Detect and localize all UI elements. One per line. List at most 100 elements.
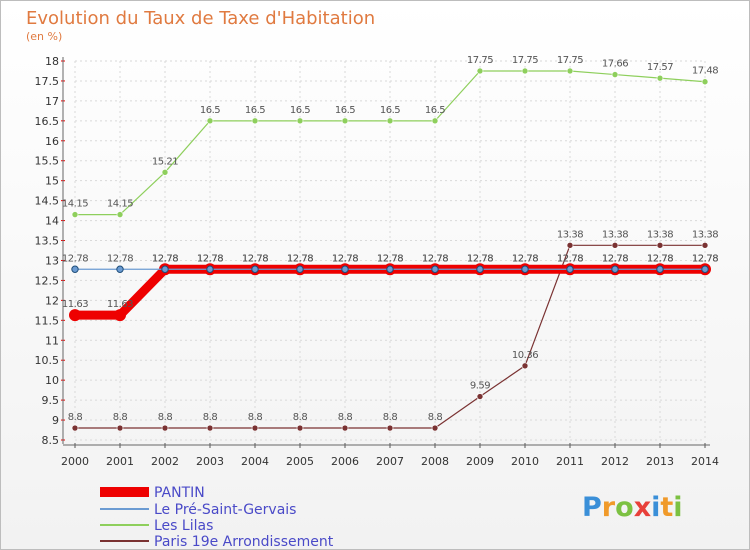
y-tick-label: 9.5 (42, 394, 60, 407)
data-label: 12.78 (62, 253, 88, 264)
data-point (296, 424, 304, 432)
data-label: 12.78 (287, 253, 313, 264)
data-label: 12.78 (242, 253, 268, 264)
y-tick-label: 17 (45, 95, 59, 108)
data-point (116, 424, 124, 432)
data-label: 12.78 (557, 253, 583, 264)
brand-letter: i (651, 492, 660, 523)
y-tick-label: 10.5 (35, 354, 60, 367)
data-point (116, 211, 124, 218)
x-tick-label: 2003 (196, 455, 224, 468)
data-label: 12.78 (332, 253, 358, 264)
data-labels: 14.15 14.15 15.21 16.5 16.5 16.5 16.5 16.5 16.5 1… (62, 55, 719, 423)
y-tick-label: 12 (45, 294, 59, 307)
data-point (701, 78, 709, 86)
y-tick-label: 11.5 (35, 314, 60, 327)
data-label: 8.8 (338, 412, 353, 423)
data-point (71, 211, 79, 218)
data-label: 12.78 (422, 253, 448, 264)
y-tick-label: 9 (52, 414, 59, 427)
x-tick-label: 2002 (151, 455, 179, 468)
data-point (611, 71, 619, 78)
x-tick-label: 2014 (691, 455, 719, 468)
data-point (206, 424, 214, 432)
y-tick-label: 10 (45, 374, 59, 387)
data-label: 8.8 (113, 412, 128, 423)
data-label: 8.8 (383, 412, 398, 423)
data-point (476, 393, 484, 400)
data-label: 16.5 (200, 105, 220, 116)
data-point (476, 67, 484, 75)
data-point (71, 265, 79, 273)
data-point (161, 169, 169, 176)
x-tick-label: 2011 (556, 455, 584, 468)
data-label: 16.5 (290, 105, 310, 116)
data-point (71, 424, 79, 432)
data-point (431, 265, 439, 273)
data-point (701, 265, 709, 273)
chart-title: Evolution du Taux de Taxe d'Habitation (26, 8, 375, 29)
brand-letter: o (615, 492, 634, 523)
x-tick-label: 2001 (106, 455, 134, 468)
data-label: 12.78 (377, 253, 403, 264)
data-point (296, 117, 304, 125)
data-point (386, 117, 394, 125)
data-point (116, 265, 124, 273)
data-label: 8.8 (203, 412, 218, 423)
data-point (566, 67, 574, 75)
y-tick-label: 14 (45, 215, 59, 228)
brand-letter: P (582, 492, 602, 523)
x-tick-label: 2010 (511, 455, 539, 468)
y-tick-label: 13.5 (35, 235, 60, 248)
data-label: 12.78 (602, 253, 628, 264)
y-tick-label: 12.5 (35, 274, 60, 287)
data-label: 17.75 (512, 55, 538, 66)
data-label: 12.78 (647, 253, 673, 264)
x-tick-label: 2004 (241, 455, 269, 468)
y-tick-label: 11 (45, 334, 59, 347)
y-tick-label: 13 (45, 254, 59, 267)
brand-letter: x (634, 492, 651, 523)
data-label: 12.78 (512, 253, 538, 264)
data-label: 12.78 (107, 253, 133, 264)
y-tick-label: 15.5 (35, 155, 60, 168)
data-point (206, 265, 214, 273)
brand-letter: r (602, 492, 616, 523)
data-point (431, 117, 439, 125)
data-label: 14.15 (62, 199, 88, 210)
y-tick-label: 8.5 (42, 434, 60, 447)
data-label: 17.66 (602, 59, 628, 70)
axes: 8.599.51010.51111.51212.51313.51414.5151… (35, 55, 720, 468)
data-point (341, 117, 349, 125)
data-point (251, 117, 259, 125)
data-point (296, 265, 304, 273)
data-label: 13.38 (647, 229, 673, 240)
data-point (431, 424, 439, 432)
data-label: 8.8 (248, 412, 263, 423)
x-tick-label: 2008 (421, 455, 449, 468)
data-label: 12.78 (332, 253, 358, 264)
x-tick-label: 2012 (601, 455, 629, 468)
data-label: 12.78 (197, 253, 223, 264)
data-label: 17.75 (557, 55, 583, 66)
data-point (566, 242, 574, 249)
data-label: 16.5 (245, 105, 265, 116)
data-point (386, 424, 394, 432)
legend-label-2: Les Lilas (154, 518, 213, 534)
x-tick-label: 2000 (61, 455, 89, 468)
x-tick-label: 2006 (331, 455, 359, 468)
data-label: 16.5 (335, 105, 355, 116)
data-label: 13.38 (557, 229, 583, 240)
data-point (341, 265, 349, 273)
data-label: 13.38 (602, 229, 628, 240)
series-group (69, 67, 711, 432)
data-label: 12.78 (467, 253, 493, 264)
data-point (521, 67, 529, 75)
data-label: 10.36 (512, 350, 538, 361)
y-tick-label: 17.5 (35, 75, 60, 88)
x-tick-label: 2005 (286, 455, 314, 468)
data-label: 15.21 (152, 156, 178, 167)
